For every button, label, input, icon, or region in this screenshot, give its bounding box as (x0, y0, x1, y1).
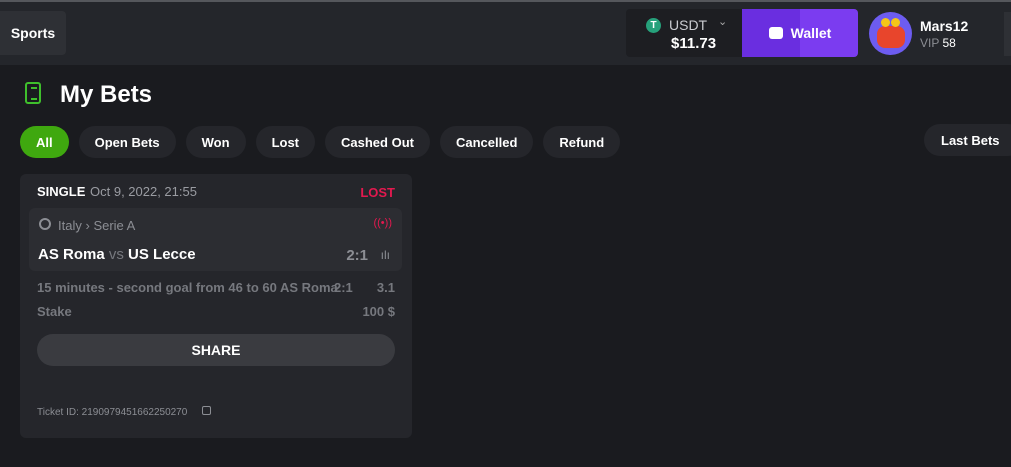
balance-amount: $11.73 (671, 35, 717, 52)
tab-cashed-out[interactable]: Cashed Out (325, 126, 430, 158)
chevron-down-icon: ⌄ (718, 16, 728, 28)
live-icon: ((•)) (373, 217, 392, 229)
market: 15 minutes - second goal from 46 to 60 A… (37, 280, 338, 295)
league: Italy › Serie A (58, 218, 136, 233)
vip-level: VIP 58 (920, 36, 956, 50)
wallet-icon (768, 27, 783, 39)
match-score: 2:1 (346, 247, 368, 264)
bet-card: SINGLE Oct 9, 2022, 21:55 LOST Italy › S… (20, 174, 412, 438)
bet-date: Oct 9, 2022, 21:55 (90, 184, 197, 199)
tab-lost[interactable]: Lost (255, 126, 316, 158)
copy-icon[interactable] (202, 406, 211, 415)
top-border (0, 0, 1011, 2)
teams: AS Roma vs US Lecce (38, 246, 196, 263)
match-box[interactable]: Italy › Serie A ((•)) AS Roma vs US Lecc… (29, 208, 402, 271)
balance-selector[interactable]: T USDT ⌄ $11.73 (626, 9, 743, 57)
page-title: My Bets (60, 81, 153, 108)
last-bets-button[interactable]: Last Bets (924, 124, 1011, 156)
stats-icon[interactable]: ılı (380, 248, 390, 262)
market-score: 2:1 (334, 280, 353, 295)
bet-type: SINGLE (37, 184, 86, 199)
tab-cancelled[interactable]: Cancelled (439, 126, 534, 158)
menu-edge[interactable] (1004, 12, 1011, 56)
tab-won[interactable]: Won (185, 126, 246, 158)
currency-label: USDT (669, 17, 708, 33)
soccer-ball-icon (39, 218, 51, 230)
odds: 3.1 (376, 280, 395, 295)
status-badge: LOST (360, 185, 395, 200)
ticket-id: Ticket ID: 2190979451662250270 (37, 407, 188, 418)
usdt-icon: T (646, 18, 661, 33)
tab-all[interactable]: All (20, 126, 69, 158)
top-bar: Sports T USDT ⌄ $11.73 Wallet Mars12 VIP… (0, 2, 1011, 65)
stake-label: Stake (37, 304, 72, 319)
stake-value: 100 $ (362, 304, 395, 319)
wallet-button[interactable]: Wallet (742, 9, 858, 57)
filter-tabs: All Open Bets Won Lost Cashed Out Cancel… (20, 126, 621, 158)
username[interactable]: Mars12 (920, 18, 969, 34)
tab-open-bets[interactable]: Open Bets (78, 126, 176, 158)
wallet-label: Wallet (790, 25, 832, 41)
tab-refund[interactable]: Refund (543, 126, 621, 158)
share-button[interactable]: SHARE (37, 334, 395, 366)
avatar[interactable] (869, 12, 912, 55)
bets-icon (25, 82, 41, 104)
sports-button[interactable]: Sports (0, 11, 66, 55)
